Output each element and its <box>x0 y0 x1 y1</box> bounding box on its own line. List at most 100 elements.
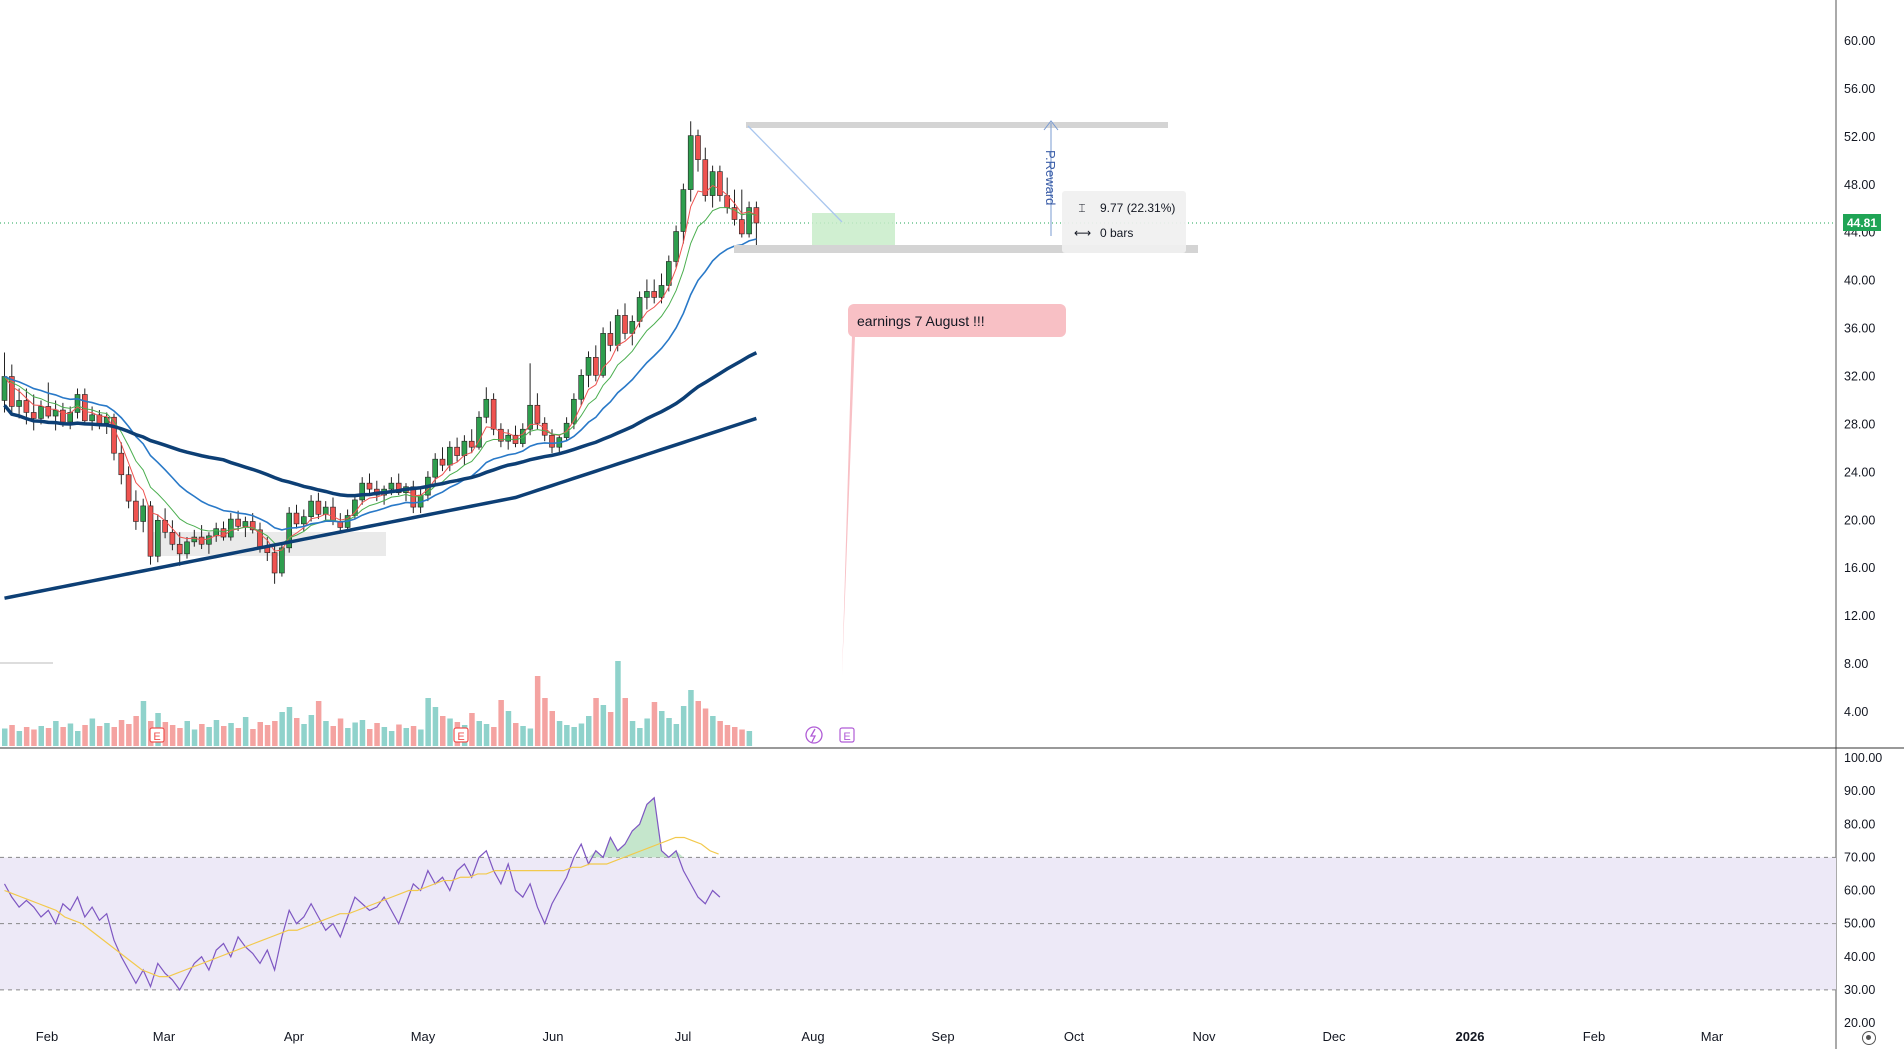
reward-zone[interactable] <box>812 213 895 245</box>
candle[interactable] <box>644 279 650 310</box>
candle[interactable] <box>439 447 446 472</box>
candle[interactable] <box>519 423 526 448</box>
candle[interactable] <box>220 521 227 541</box>
candle[interactable] <box>45 382 52 419</box>
candle[interactable] <box>541 417 548 442</box>
candle[interactable] <box>687 121 694 202</box>
candle[interactable] <box>9 364 15 413</box>
volume-bar <box>330 726 336 746</box>
candle[interactable] <box>403 483 409 502</box>
candle[interactable] <box>446 441 453 472</box>
candle[interactable] <box>133 490 139 530</box>
candle[interactable] <box>454 437 460 462</box>
candle[interactable] <box>16 388 22 419</box>
candle[interactable] <box>651 279 658 304</box>
candle[interactable] <box>585 351 592 388</box>
candle[interactable] <box>315 492 322 520</box>
candle[interactable] <box>206 532 212 554</box>
resistance-zone[interactable] <box>746 122 1168 128</box>
price-axis[interactable]: 60.0056.0052.0048.0044.0040.0036.0032.00… <box>1844 34 1875 719</box>
candle[interactable] <box>373 480 380 502</box>
time-axis-label: Feb <box>1583 1029 1605 1044</box>
candle[interactable] <box>74 388 81 419</box>
candle[interactable] <box>571 393 577 430</box>
candle[interactable] <box>293 504 300 529</box>
candle[interactable] <box>534 393 541 430</box>
candle[interactable] <box>607 321 614 352</box>
candle[interactable] <box>235 510 241 532</box>
candle[interactable] <box>549 429 555 454</box>
candle[interactable] <box>709 165 716 208</box>
candle[interactable] <box>118 442 125 485</box>
candle[interactable] <box>279 543 285 577</box>
candle[interactable] <box>600 327 606 378</box>
trendline[interactable] <box>747 125 843 223</box>
candle[interactable] <box>527 363 533 436</box>
candle[interactable] <box>717 165 723 202</box>
candle[interactable] <box>622 303 628 340</box>
candle[interactable] <box>592 345 599 382</box>
candle[interactable] <box>1 352 8 413</box>
settings-gear-icon[interactable] <box>1862 1031 1876 1045</box>
candle[interactable] <box>308 495 314 522</box>
candle[interactable] <box>52 400 59 431</box>
earnings-marker[interactable]: E <box>149 727 165 743</box>
rsi-pane[interactable] <box>0 796 1836 991</box>
candle[interactable] <box>352 495 358 520</box>
candle[interactable] <box>184 537 190 559</box>
candle[interactable] <box>147 501 154 565</box>
earnings-marker[interactable]: E <box>839 727 855 743</box>
candle[interactable] <box>67 406 73 430</box>
candle[interactable] <box>359 477 366 505</box>
earnings-note[interactable]: earnings 7 August !!! <box>848 304 1066 337</box>
candle[interactable] <box>680 183 687 244</box>
candle[interactable] <box>271 545 278 584</box>
candle[interactable] <box>468 429 475 454</box>
candle[interactable] <box>556 435 563 454</box>
candle[interactable] <box>498 423 504 448</box>
candle[interactable] <box>140 498 146 533</box>
candle[interactable] <box>695 129 701 172</box>
candle[interactable] <box>432 453 439 484</box>
candle[interactable] <box>658 273 665 304</box>
support-zone[interactable] <box>734 245 1198 253</box>
candle[interactable] <box>746 201 752 238</box>
candle[interactable] <box>155 514 161 563</box>
candle[interactable] <box>665 255 672 292</box>
candle[interactable] <box>125 466 132 509</box>
candle[interactable] <box>176 532 183 566</box>
candle[interactable] <box>702 147 709 202</box>
candle[interactable] <box>673 225 679 268</box>
candle[interactable] <box>483 387 490 424</box>
candle[interactable] <box>89 406 95 431</box>
candle[interactable] <box>731 189 738 226</box>
earnings-marker[interactable]: E <box>453 727 469 743</box>
candle[interactable] <box>629 315 636 346</box>
candle[interactable] <box>228 513 234 541</box>
candle[interactable] <box>461 435 468 466</box>
candle[interactable] <box>82 388 88 425</box>
volume-bar <box>651 702 658 746</box>
candle[interactable] <box>366 473 373 496</box>
candle[interactable] <box>111 413 117 461</box>
candle-body <box>220 528 227 538</box>
candle[interactable] <box>286 507 293 553</box>
rsi-axis-label: 50.00 <box>1844 917 1875 931</box>
candle[interactable] <box>322 501 329 522</box>
candle[interactable] <box>505 429 512 450</box>
drawings-layer[interactable]: P.Reward <box>734 120 1198 676</box>
measure-price-change: 9.77 (22.31%) <box>1100 201 1176 215</box>
rsi-axis[interactable]: 100.00 90.00 80.00 70.00 60.00 50.00 40.00 30.0… <box>1844 751 1882 1030</box>
candle[interactable] <box>169 520 176 551</box>
candle-body <box>454 446 460 456</box>
candle[interactable] <box>578 369 585 406</box>
time-axis-label: Aug <box>801 1029 824 1044</box>
candle[interactable] <box>753 201 760 250</box>
volume-bar <box>221 726 227 746</box>
candle[interactable] <box>30 394 37 431</box>
time-axis[interactable]: Feb Mar Apr May Jun Jul Aug Sep Oct Nov Dec 2026 Feb… <box>36 1029 1724 1044</box>
candle[interactable] <box>476 411 482 450</box>
dividend-marker[interactable] <box>805 726 823 744</box>
